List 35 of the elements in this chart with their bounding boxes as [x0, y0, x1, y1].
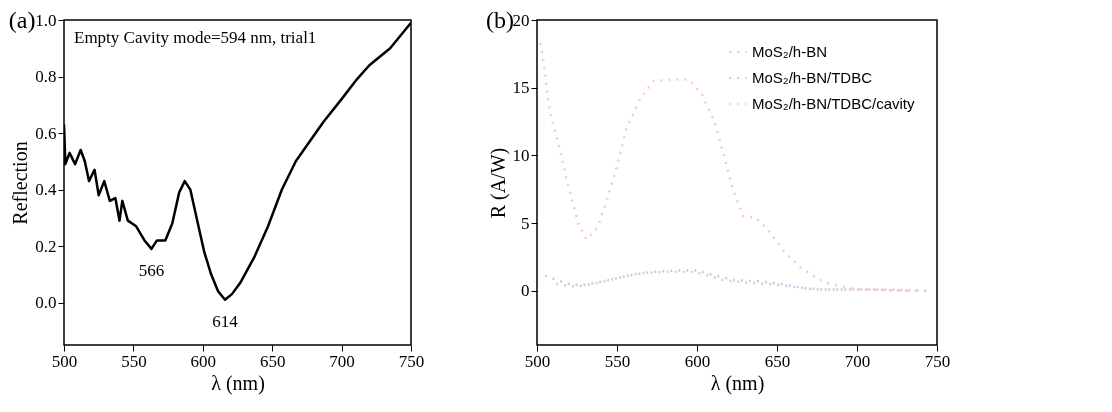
y-tick-label: 1.0	[35, 10, 57, 30]
x-tick-label: 700	[329, 351, 355, 371]
y-tick-label: 0.8	[35, 67, 57, 87]
chart-title: (a)	[8, 7, 36, 33]
x-tick-label: 500	[51, 351, 78, 371]
x-axis-title: λ (nm)	[211, 371, 265, 395]
y-tick-label: 15	[512, 78, 530, 98]
x-tick-label: 550	[121, 351, 147, 371]
y-tick-label: 5	[521, 213, 530, 233]
annotation: 566	[138, 260, 165, 280]
legend-label: MoS₂/h-BN/TDBC	[752, 69, 873, 86]
x-tick-label: 650	[259, 351, 286, 371]
x-tick-label: 750	[924, 351, 951, 371]
x-tick-label: 700	[844, 351, 871, 371]
y-tick-label: 0.6	[35, 123, 57, 143]
y-tick-label: 10	[512, 145, 530, 165]
x-tick-label: 500	[524, 351, 551, 371]
y-axis-title: Reflection	[9, 141, 32, 225]
x-tick-label: 650	[764, 351, 791, 371]
y-tick-label: 20	[512, 10, 530, 30]
y-tick-label: 0.4	[35, 180, 57, 200]
y-axis-title: R (A/W)	[486, 147, 510, 219]
legend-label: MoS₂/h-BN	[752, 43, 828, 60]
x-tick-label: 550	[604, 351, 631, 371]
y-tick-label: 0.0	[35, 293, 57, 313]
x-tick-label: 600	[684, 351, 711, 371]
y-tick-label: 0	[521, 281, 530, 301]
legend-label: MoS₂/h-BN/TDBC/cavity	[752, 95, 916, 112]
x-tick-label: 600	[190, 351, 217, 371]
y-tick-label: 0.2	[35, 236, 57, 256]
annotation: 614	[212, 311, 239, 331]
chart-title: (b)	[486, 7, 514, 33]
annotation: Empty Cavity mode=594 nm, trial1	[74, 28, 317, 47]
x-axis-title: λ (nm)	[710, 371, 765, 395]
x-tick-label: 750	[398, 351, 425, 371]
